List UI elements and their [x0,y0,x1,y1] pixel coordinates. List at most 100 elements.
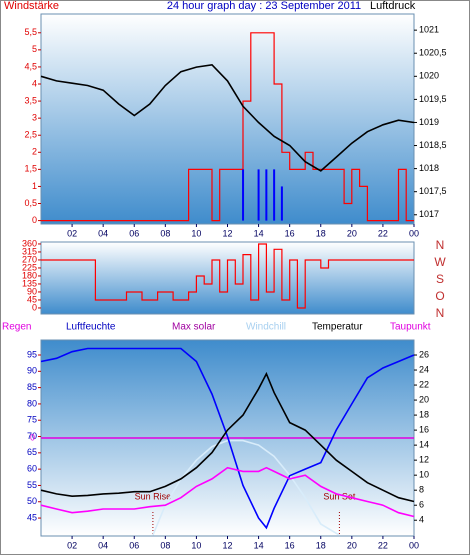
y2-tick-label: 1017 [419,209,439,219]
chart-title: 24 hour graph day : 23 September 2011 [167,0,361,12]
plot-area [40,13,415,225]
y-tick-label: 315 [22,246,37,256]
bar [280,186,283,221]
y2-tick-label: 20 [419,394,429,404]
y-tick-label: 2,5 [24,130,37,140]
y-tick-label: 180 [22,270,37,280]
x-tick-label: 16 [285,228,295,238]
series-line [40,63,415,172]
y2-tick-label: 1017,5 [419,186,447,196]
y2-tick-label: 1019 [419,117,439,127]
y-tick-label: 0 [32,215,37,225]
x-tick-label: 08 [160,540,170,550]
bar [242,169,245,221]
compass-label: S [436,272,444,286]
compass-label: N [436,238,445,252]
y-tick-label: 1,5 [24,164,37,174]
x-tick-label: 10 [191,540,201,550]
x-tick-label: 00 [409,540,419,550]
annotation: Sun Rise [135,491,172,501]
y-tick-label: 0,5 [24,198,37,208]
y-tick-label: 3,5 [24,95,37,105]
legend-entry: Taupunkt [390,322,431,333]
x-tick-label: 00 [409,228,419,238]
x-tick-label: 14 [254,540,264,550]
compass-label: N [436,306,445,320]
x-tick-label: 16 [285,540,295,550]
regen-tick-label: 0 [30,432,35,442]
y2-tick-label: 1021 [419,25,439,35]
y-tick-label: 95 [27,349,37,359]
y2-tick-label: 16 [419,424,429,434]
x-tick-label: 22 [378,540,388,550]
y-tick-label: 80 [27,398,37,408]
series-line [40,466,415,518]
y2-tick-label: 4 [419,515,424,525]
y-tick-label: 5,5 [24,27,37,37]
y-tick-label: 4 [32,78,37,88]
y-tick-label: 65 [27,447,37,457]
y2-tick-label: 10 [419,470,429,480]
y2-tick-label: 1018,5 [419,140,447,150]
y-tick-label: 60 [27,464,37,474]
y2-tick-label: 12 [419,455,429,465]
y-tick-label: 225 [22,262,37,272]
x-tick-label: 22 [378,228,388,238]
y-tick-label: 270 [22,254,37,264]
y-tick-label: 1 [32,181,37,191]
y-tick-label: 135 [22,278,37,288]
y-tick-label: 2 [32,147,37,157]
y-tick-label: 90 [27,286,37,296]
x-tick-label: 04 [98,540,108,550]
y2-tick-label: 24 [419,364,429,374]
y2-tick-label: 1020,5 [419,48,447,58]
y2-tick-label: 26 [419,349,429,359]
y-tick-label: 3 [32,113,37,123]
y-tick-label: 4,5 [24,61,37,71]
y2-tick-label: 1020 [419,71,439,81]
series-step [41,32,414,222]
x-tick-label: 02 [67,540,77,550]
x-tick-label: 20 [347,228,357,238]
x-tick-label: 12 [222,540,232,550]
y2-tick-label: 22 [419,379,429,389]
y2-tick-label: 6 [419,500,424,510]
legend-entry: Luftfeuchte [66,322,116,333]
x-tick-label: 18 [316,540,326,550]
y-tick-label: 0 [32,302,37,312]
y-tick-label: 85 [27,382,37,392]
y-tick-label: 360 [22,238,37,248]
x-tick-label: 12 [222,228,232,238]
y2-tick-label: 1019,5 [419,94,447,104]
x-tick-label: 08 [160,228,170,238]
x-tick-label: 06 [129,540,139,550]
y-tick-label: 55 [27,480,37,490]
y2-tick-label: 8 [419,485,424,495]
x-tick-label: 20 [347,540,357,550]
y-tick-label: 75 [27,415,37,425]
x-tick-label: 10 [191,228,201,238]
y-tick-label: 45 [27,512,37,522]
y-tick-label: 50 [27,496,37,506]
x-tick-label: 04 [98,228,108,238]
series-line [40,347,415,530]
y2-tick-label: 14 [419,440,429,450]
x-tick-label: 02 [67,228,77,238]
y-tick-label: 5 [32,44,37,54]
y-tick-label: 70 [27,431,37,441]
legend-entry: Windchill [246,322,286,333]
compass-label: W [434,255,446,269]
y2-tick-label: 1018 [419,163,439,173]
compass-label: O [435,289,444,303]
y-tick-label: 45 [27,294,37,304]
y-axis-title: Windstärke [4,0,59,12]
series-line [40,371,415,503]
x-tick-label: 18 [316,228,326,238]
bar [273,169,276,221]
annotation: Sun Set [323,491,356,501]
series-step [41,243,414,309]
y2-tick-label: 18 [419,409,429,419]
bar [257,169,260,221]
bar [265,169,268,221]
